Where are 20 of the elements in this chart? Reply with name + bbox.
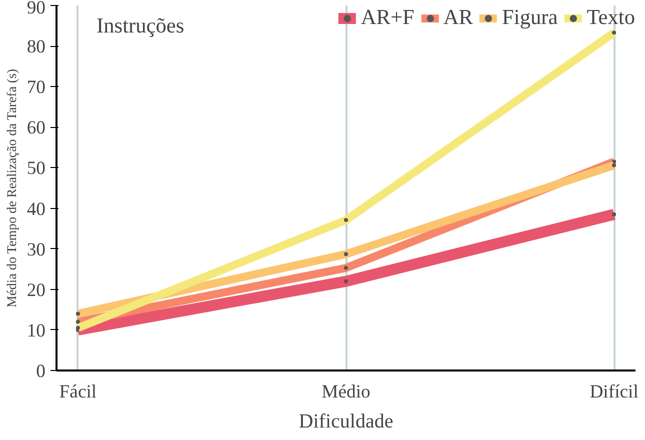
y-tick-label: 80 [26,36,46,58]
x-tick-label: Fácil [59,382,97,402]
y-tick-label: 50 [26,158,46,180]
x-axis-title: Dificuldade [298,410,394,432]
y-tick-label: 40 [26,198,46,220]
legend-label: AR [443,5,474,30]
y-tick-label: 60 [26,118,46,139]
y-tick-label: 30 [26,239,46,260]
y-tick-label: 20 [26,280,46,301]
y-tick-label: 10 [26,320,46,342]
y-tick-label: 0 [36,361,46,382]
legend-label: Figura [502,5,558,30]
x-tick-label: Difícil [590,382,638,402]
y-tick-label: 90 [26,0,46,18]
y-axis-title: Média do Tempo de Realização da Tarefa (s) [4,68,19,308]
x-tick-label: Médio [322,382,370,402]
legend-title: Instruções [96,14,184,38]
legend-label: Texto [586,5,635,30]
y-tick-label: 70 [26,77,46,98]
legend-label: AR+F [360,5,414,30]
